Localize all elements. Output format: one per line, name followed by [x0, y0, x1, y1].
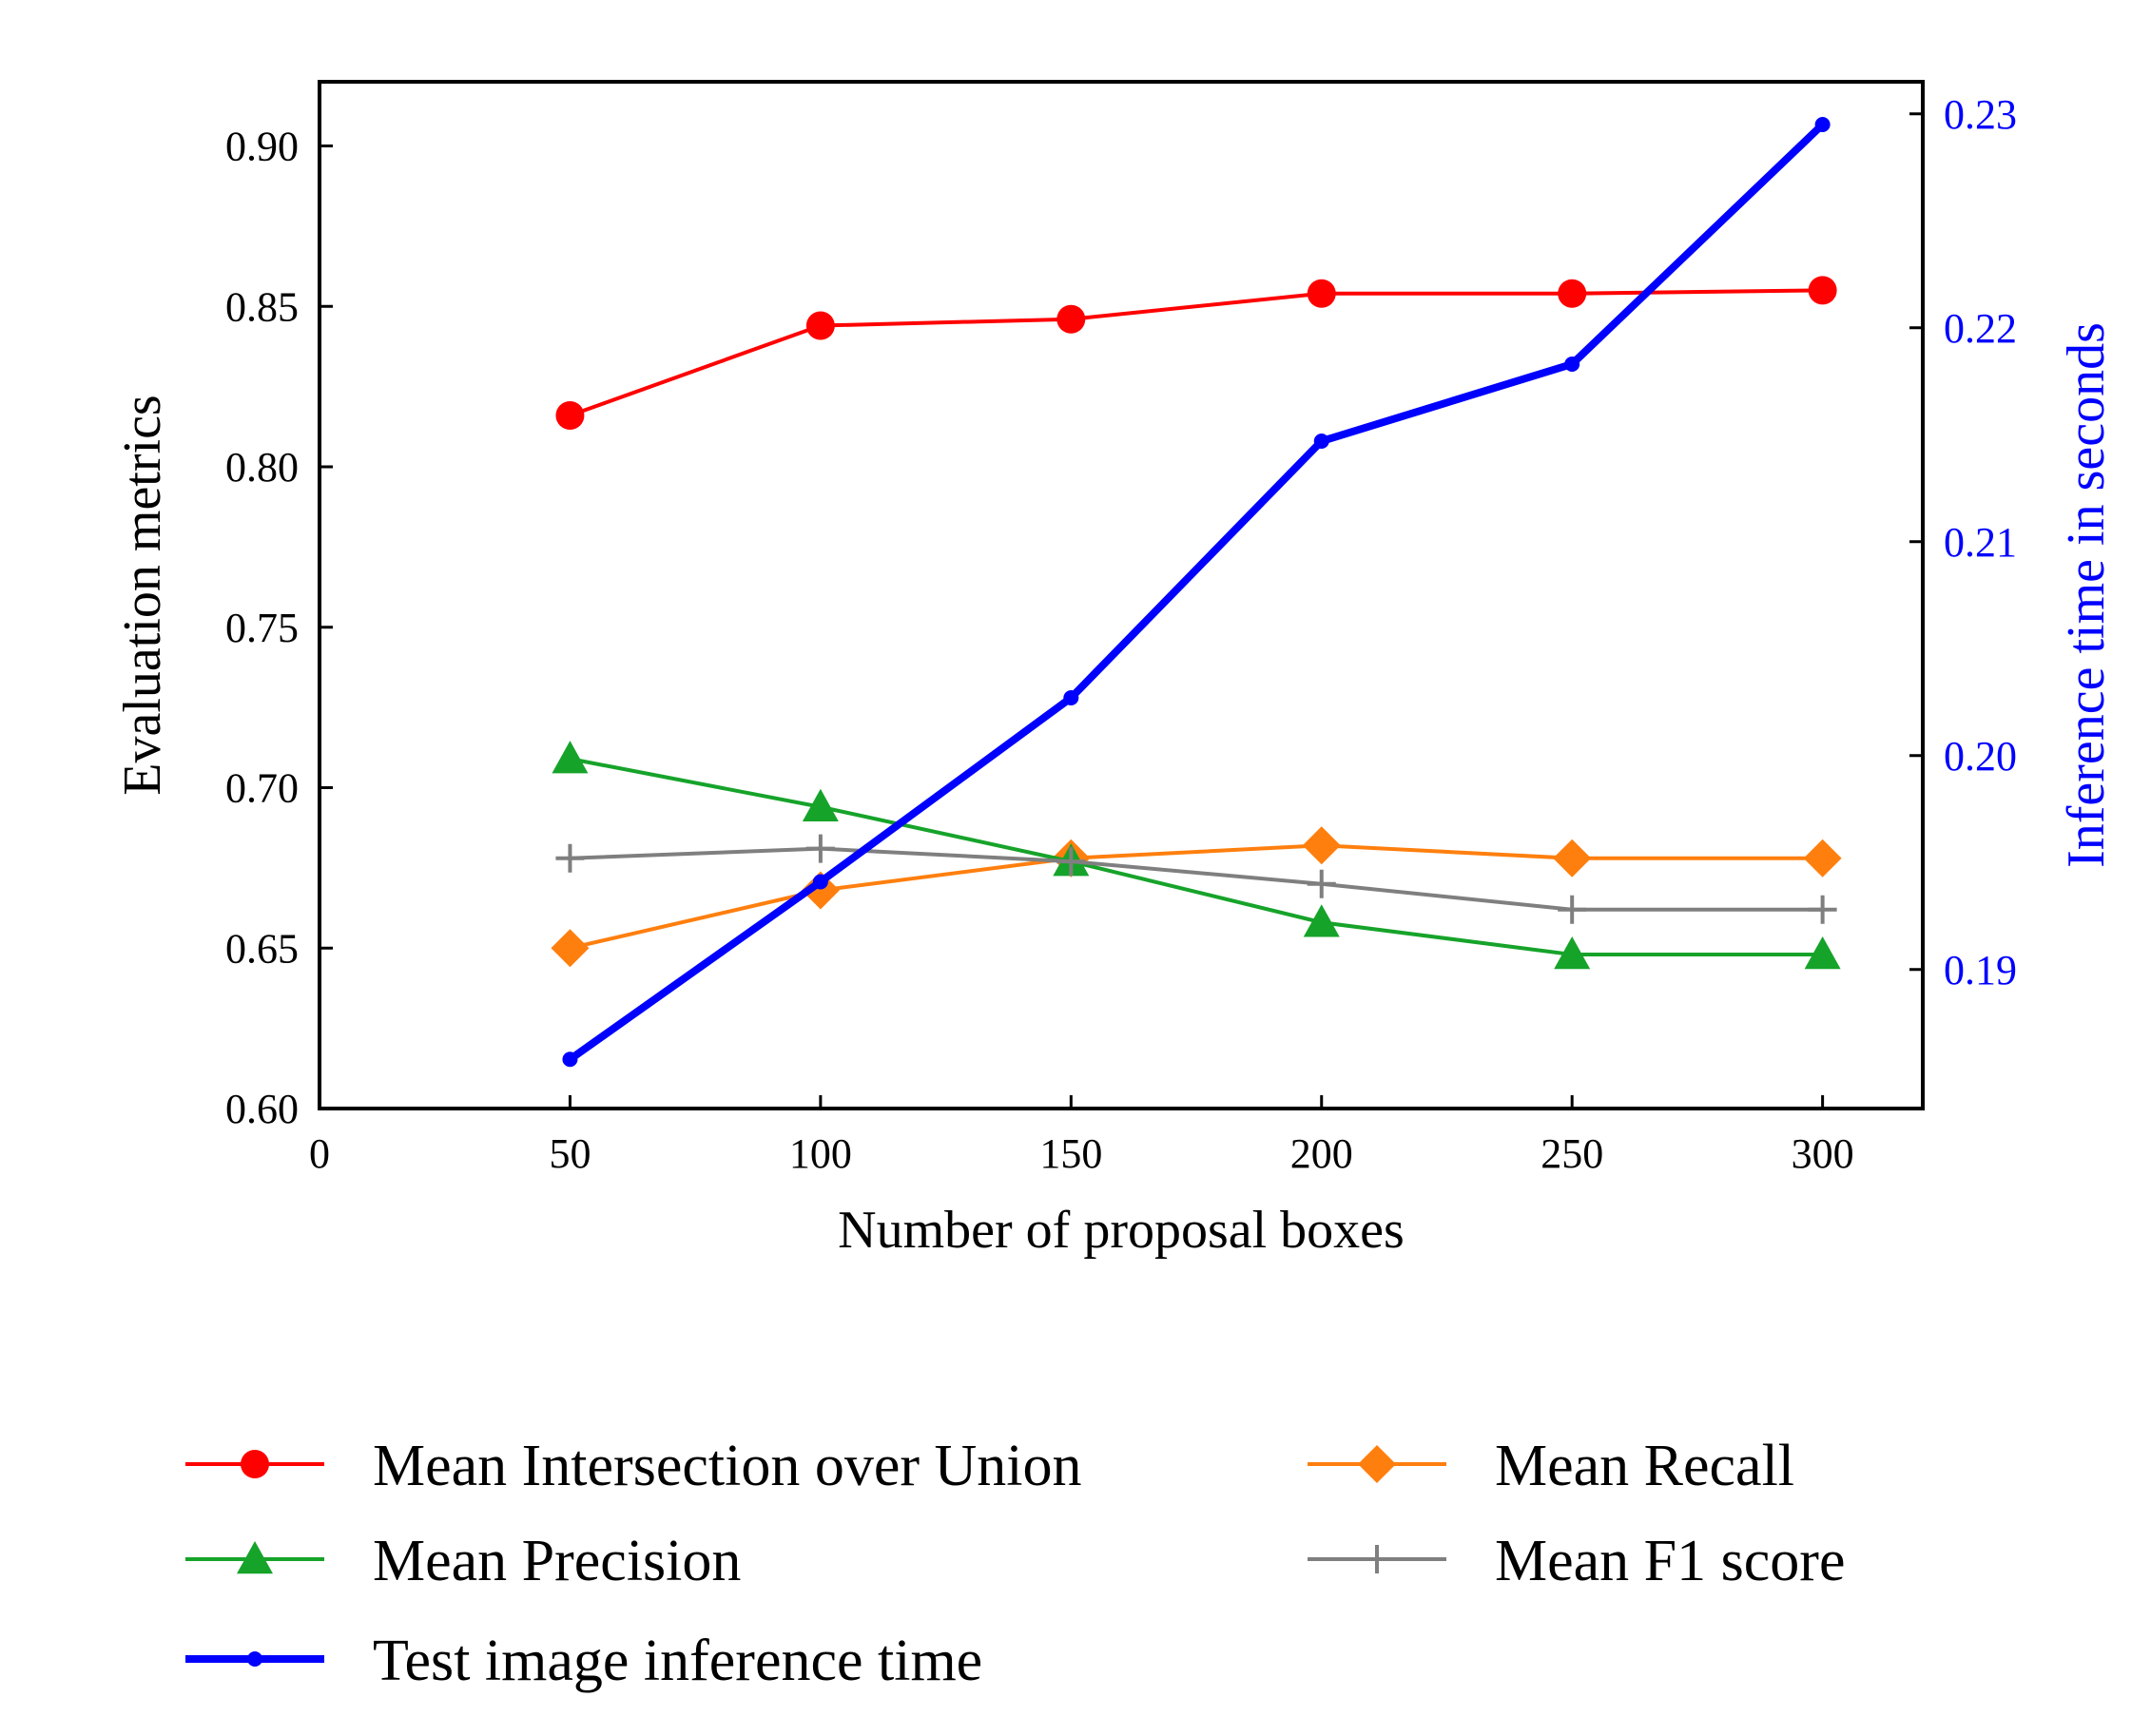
data-point: [555, 401, 585, 430]
legend-label: Test image inference time: [373, 1629, 982, 1693]
data-point: [1063, 690, 1079, 705]
y2-tick-label: 0.20: [1944, 733, 2017, 780]
legend: Mean Intersection over Union Mean Recall M…: [185, 1434, 1845, 1693]
data-point: [1553, 839, 1592, 878]
legend-item: Mean Recall: [1308, 1434, 1794, 1498]
legend-label: Mean Recall: [1495, 1434, 1794, 1498]
data-point: [1554, 936, 1591, 970]
y-tick-label: 0.70: [225, 765, 299, 812]
data-point: [812, 874, 828, 890]
y2-tick-label: 0.19: [1944, 947, 2017, 993]
legend-label: Mean Precision: [373, 1529, 741, 1593]
data-point: [1558, 279, 1587, 308]
series-line: [568, 122, 1826, 1063]
x-tick-label: 0: [309, 1130, 330, 1177]
y2-tick-label: 0.23: [1944, 91, 2017, 138]
legend-marker: [241, 1450, 269, 1478]
data-point: [805, 834, 835, 863]
series-test-image-inference-time: [562, 117, 1831, 1068]
series-mean-intersection-over-union: [555, 276, 1837, 430]
data-point: [562, 1051, 578, 1068]
data-point: [801, 871, 840, 910]
y2-tick-label: 0.21: [1944, 519, 2017, 566]
data-point: [1814, 117, 1831, 132]
legend-label: Mean Intersection over Union: [373, 1434, 1081, 1498]
data-point: [552, 741, 589, 774]
legend-label: Mean F1 score: [1495, 1529, 1845, 1593]
x-tick-label: 200: [1290, 1130, 1353, 1177]
series-mean-recall: [551, 826, 1842, 968]
x-tick-label: 100: [789, 1130, 852, 1177]
y2-tick-label: 0.22: [1944, 305, 2017, 352]
legend-item: Mean Intersection over Union: [185, 1434, 1081, 1498]
y-tick-label: 0.90: [225, 124, 299, 170]
data-point: [551, 929, 590, 968]
y-tick-label: 0.75: [225, 605, 299, 651]
series-mean-f1-score: [555, 834, 1837, 924]
x-tick-label: 150: [1039, 1130, 1102, 1177]
y2-axis-title: Inference time in seconds: [2057, 322, 2116, 868]
series-line: [569, 843, 1823, 951]
data-point: [1307, 869, 1336, 898]
series-line: [570, 846, 1823, 912]
x-tick-label: 50: [549, 1130, 591, 1177]
data-point: [1808, 276, 1837, 305]
series-line: [569, 288, 1823, 417]
data-point: [1302, 826, 1341, 865]
y-tick-label: 0.65: [225, 925, 299, 972]
data-point: [1313, 434, 1329, 449]
legend-marker: [237, 1541, 273, 1574]
data-point: [1564, 357, 1580, 372]
series-line: [570, 757, 1823, 956]
legend-item: Test image inference time: [185, 1629, 982, 1693]
data-point: [1804, 936, 1841, 970]
data-point: [1056, 847, 1086, 877]
x-axis-title: Number of proposal boxes: [838, 1201, 1405, 1260]
data-point: [1303, 904, 1340, 937]
x-tick-label: 250: [1541, 1130, 1603, 1177]
y-tick-label: 0.60: [225, 1086, 299, 1132]
data-point: [555, 843, 585, 873]
legend-marker: [1358, 1445, 1396, 1483]
y-tick-label: 0.80: [225, 444, 299, 491]
data-point: [1307, 279, 1336, 308]
data-point: [805, 311, 835, 340]
data-point: [802, 788, 839, 821]
data-point: [1803, 839, 1842, 878]
legend-item: Mean Precision: [185, 1529, 741, 1593]
legend-marker: [1363, 1545, 1391, 1573]
plot-frame: [318, 80, 1925, 1110]
y-axis-title: Evaluation metrics: [113, 395, 172, 795]
y-tick-label: 0.85: [225, 283, 299, 330]
x-tick-label: 300: [1792, 1130, 1854, 1177]
legend-item: Mean F1 score: [1308, 1529, 1845, 1593]
data-point: [1056, 304, 1086, 334]
data-point: [1808, 895, 1837, 924]
data-point: [1558, 895, 1587, 924]
legend-marker: [247, 1651, 262, 1667]
